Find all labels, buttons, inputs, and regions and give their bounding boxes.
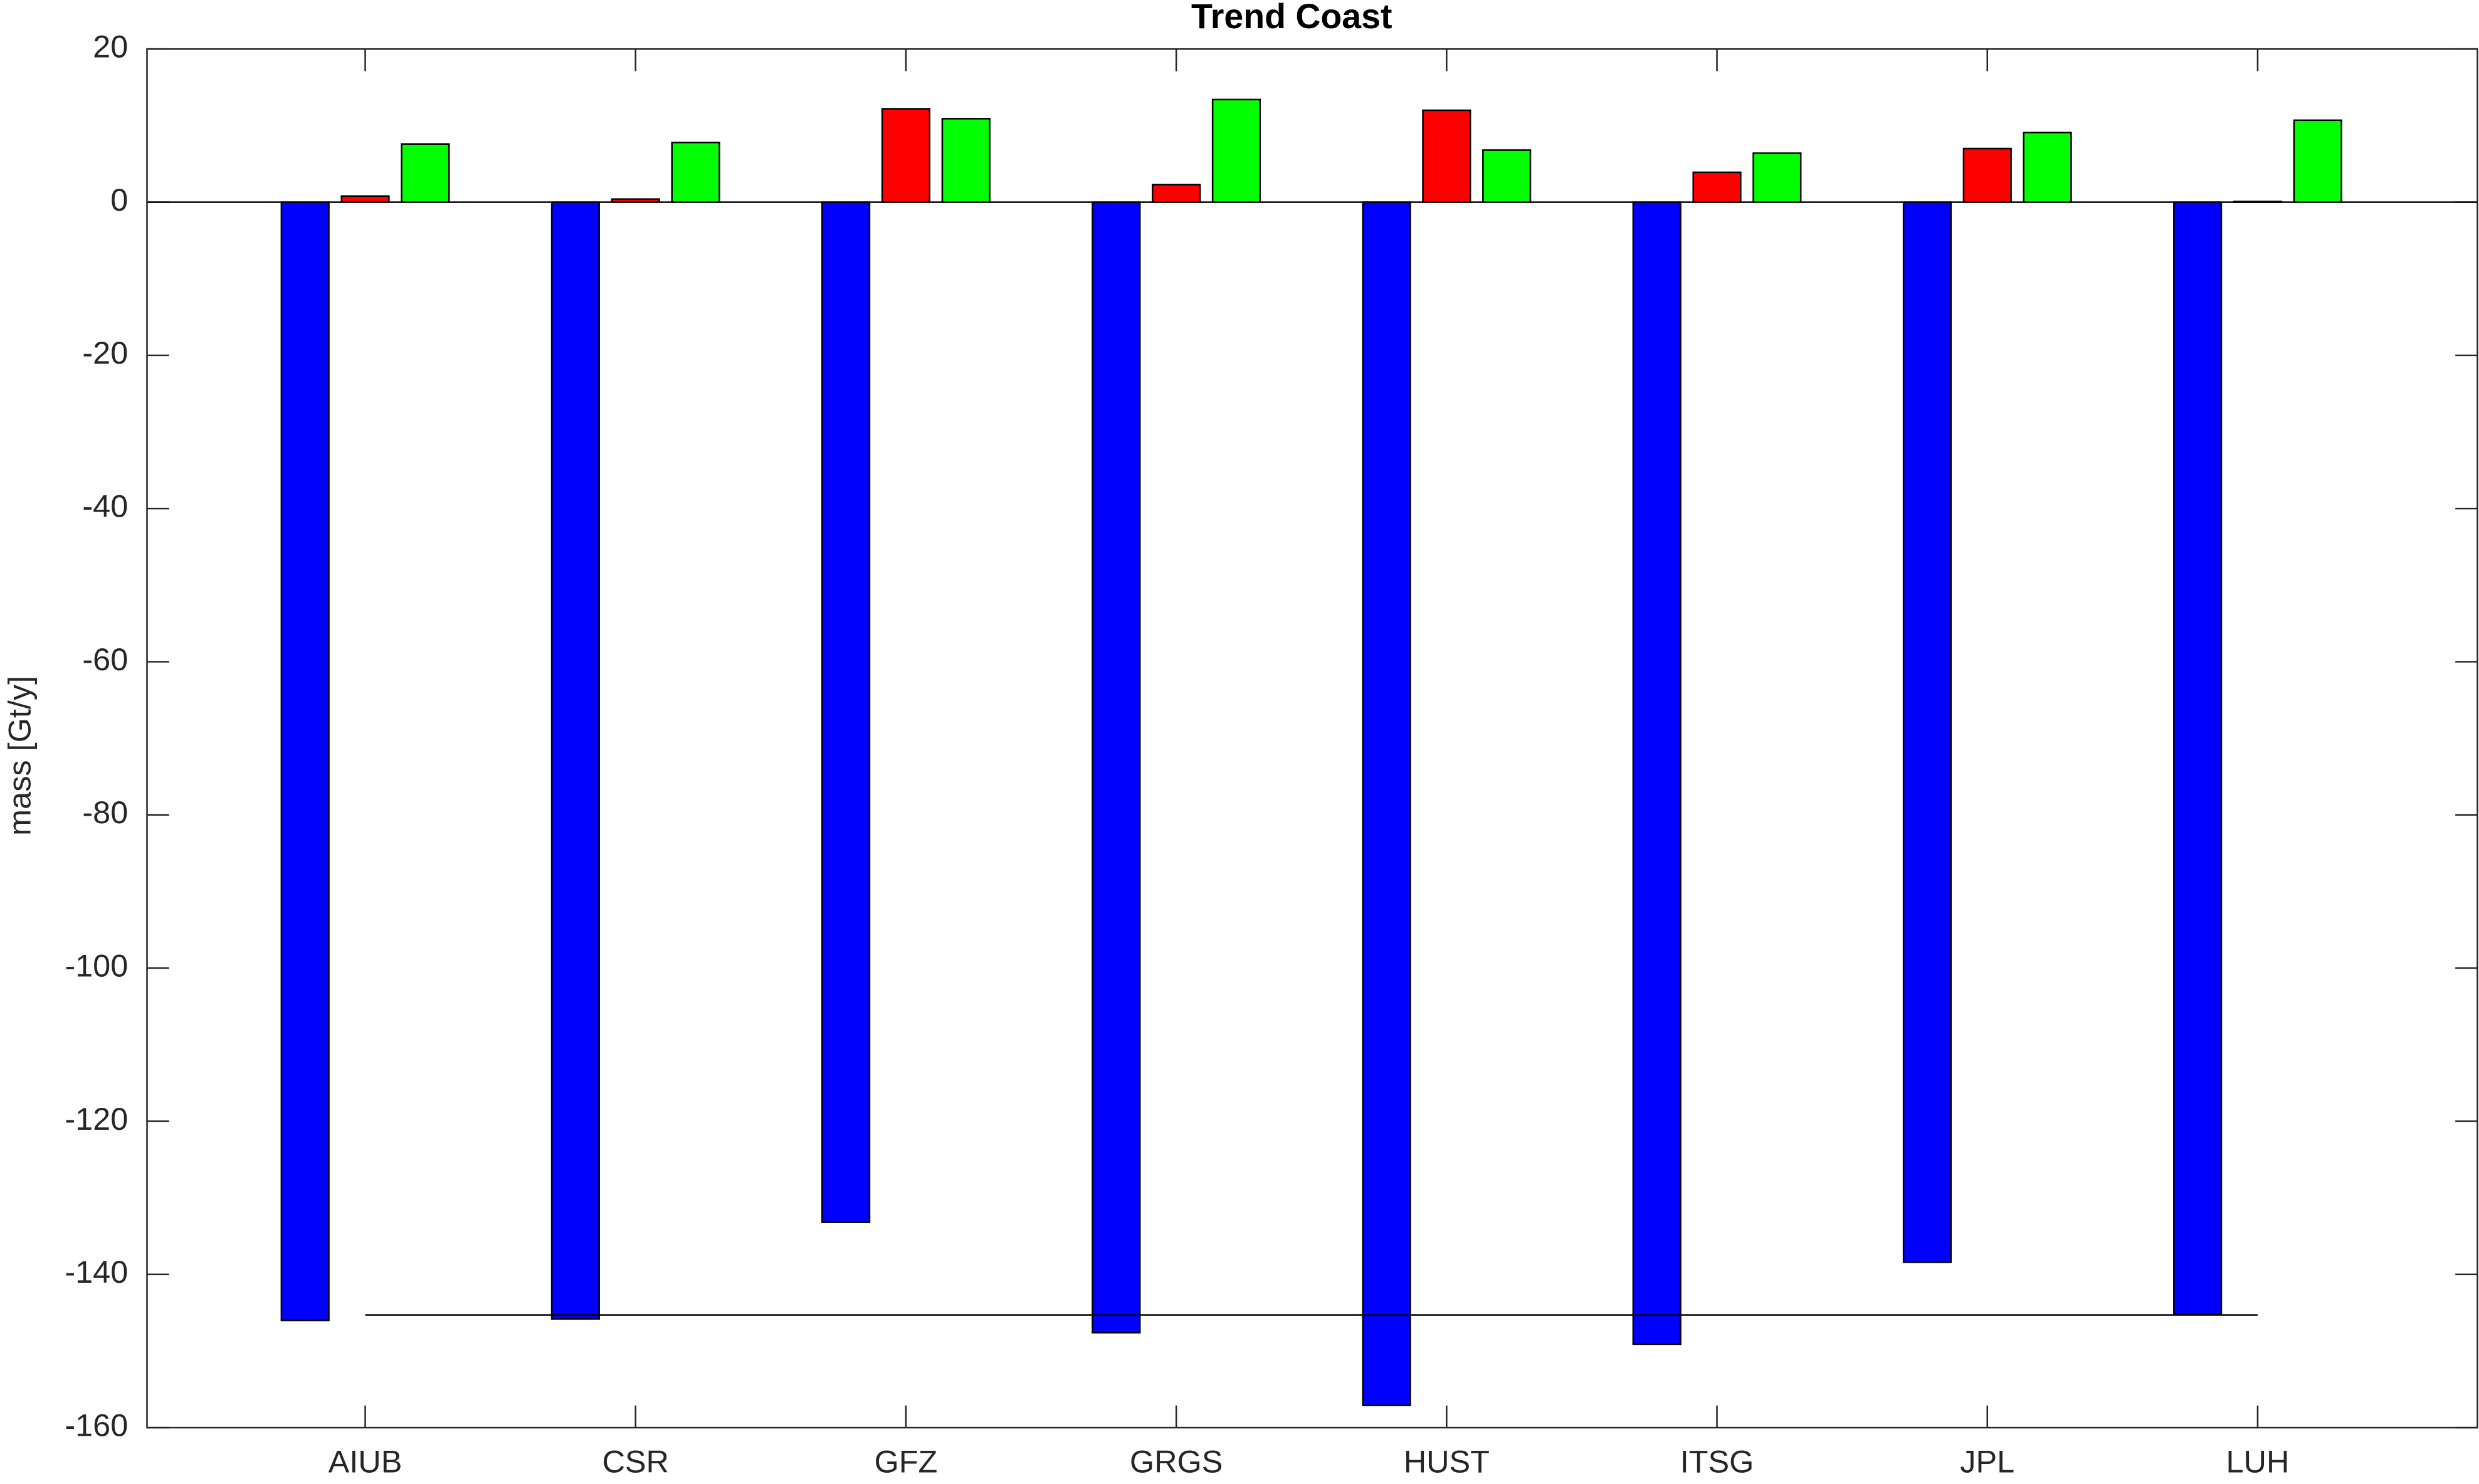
bar [340,195,390,203]
y-tick-label: -120 [65,1101,128,1137]
y-tick-label: -60 [82,641,128,677]
bar [2233,201,2283,203]
y-tick-label: 0 [110,182,128,218]
y-tick-label: -40 [82,488,128,524]
x-tick-label: GFZ [875,1443,938,1479]
bar [1152,184,1201,203]
bar [2023,132,2072,203]
bar [2173,201,2223,1315]
chart-title: Trend Coast [1191,0,1392,36]
x-tick-label: HUST [1404,1443,1490,1479]
y-tick-label: -80 [82,794,128,830]
plot-frame [146,48,2478,1429]
bar [1692,171,1742,203]
bar [1362,201,1411,1406]
x-tick-label: CSR [602,1443,668,1479]
bar [1902,201,1952,1263]
y-tick-label: -100 [65,947,128,983]
x-tick-label: LUH [2226,1443,2290,1479]
y-tick-label: -140 [65,1254,128,1290]
y-tick-label: -20 [82,335,128,371]
bar [671,141,720,203]
bar [1482,149,1532,203]
bar [550,201,600,1320]
bar [2293,119,2342,203]
x-tick-label: JPL [1960,1443,2014,1479]
bar [611,198,660,203]
bar [1632,201,1682,1345]
bar [401,143,450,203]
bar [280,201,330,1322]
y-tick-label: 20 [93,29,128,65]
bar [1092,201,1141,1334]
bar [1211,98,1261,203]
y-tick-label: -160 [65,1407,128,1443]
bar [881,108,931,203]
bar [1752,152,1802,203]
x-tick-label: GRGS [1130,1443,1223,1479]
bar [1962,147,2012,203]
bar [941,118,991,203]
x-tick-label: AIUB [329,1443,403,1479]
x-tick-label: ITSG [1680,1443,1754,1479]
bar [1422,109,1471,203]
bar [821,201,871,1223]
y-axis-label: mass [Gt/y] [2,676,38,836]
